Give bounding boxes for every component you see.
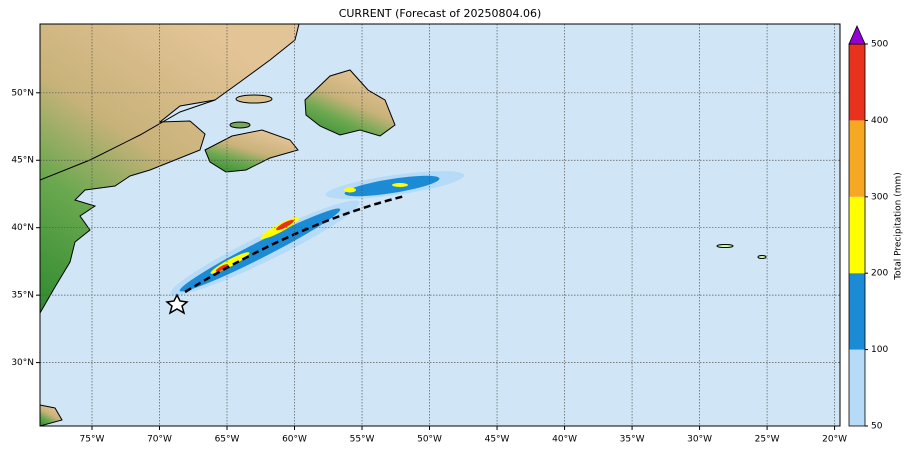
x-tick-label: 45°W	[485, 435, 510, 445]
x-tick-label: 60°W	[282, 435, 307, 445]
x-tick-label: 65°W	[215, 435, 240, 445]
y-tick-label: 45°N	[11, 156, 34, 166]
colorbar-frame	[848, 43, 866, 427]
azores-east	[757, 255, 767, 259]
x-tick-label: 35°W	[620, 435, 645, 445]
precip-high	[392, 183, 408, 187]
x-tick-label: 30°W	[687, 435, 712, 445]
x-tick-label: 55°W	[350, 435, 375, 445]
nova-scotia	[204, 129, 299, 173]
colorbar-tick-label: 400	[871, 116, 888, 126]
land	[40, 24, 767, 426]
colorbar-tick-label: 50	[871, 422, 883, 432]
nova-scotia-south	[40, 404, 63, 426]
y-tick-label: 35°N	[11, 291, 34, 301]
map-title: CURRENT (Forecast of 20250804.06)	[339, 7, 542, 20]
x-tick-label: 40°W	[552, 435, 577, 445]
y-tick-label: 50°N	[11, 88, 34, 98]
colorbar-segment	[849, 273, 865, 350]
colorbar-tick-label: 300	[871, 192, 888, 202]
x-tick-label: 20°W	[822, 435, 847, 445]
pei	[229, 121, 251, 129]
mainland	[40, 24, 300, 315]
colorbar-tick-label: 500	[871, 40, 888, 50]
precip-mid	[344, 175, 440, 197]
colorbar-segment	[849, 196, 865, 274]
anticosti	[235, 94, 273, 104]
colorbar-extend	[848, 25, 866, 45]
colorbar-label: Total Precipitation (mm)	[894, 172, 904, 281]
x-tick-label: 25°W	[755, 435, 780, 445]
x-tick-label: 75°W	[80, 435, 105, 445]
colorbar-segment	[849, 120, 865, 197]
x-tick-label: 50°W	[417, 435, 442, 445]
colorbar-tick-label: 100	[871, 345, 888, 355]
azores	[716, 244, 734, 248]
colorbar-segment	[849, 349, 865, 426]
y-tick-label: 40°N	[11, 223, 34, 233]
x-tick-label: 70°W	[147, 435, 172, 445]
star-marker	[165, 293, 189, 315]
st-lawrence	[40, 99, 216, 181]
track-line	[184, 194, 406, 294]
grid	[40, 24, 840, 426]
precip-high	[344, 187, 356, 193]
newfoundland	[304, 69, 396, 137]
precip-peak	[215, 264, 229, 272]
colorbar-tick-label: 200	[871, 269, 888, 279]
y-tick-label: 30°N	[11, 358, 34, 368]
frame	[39, 23, 841, 427]
colorbar-segment	[849, 44, 865, 121]
